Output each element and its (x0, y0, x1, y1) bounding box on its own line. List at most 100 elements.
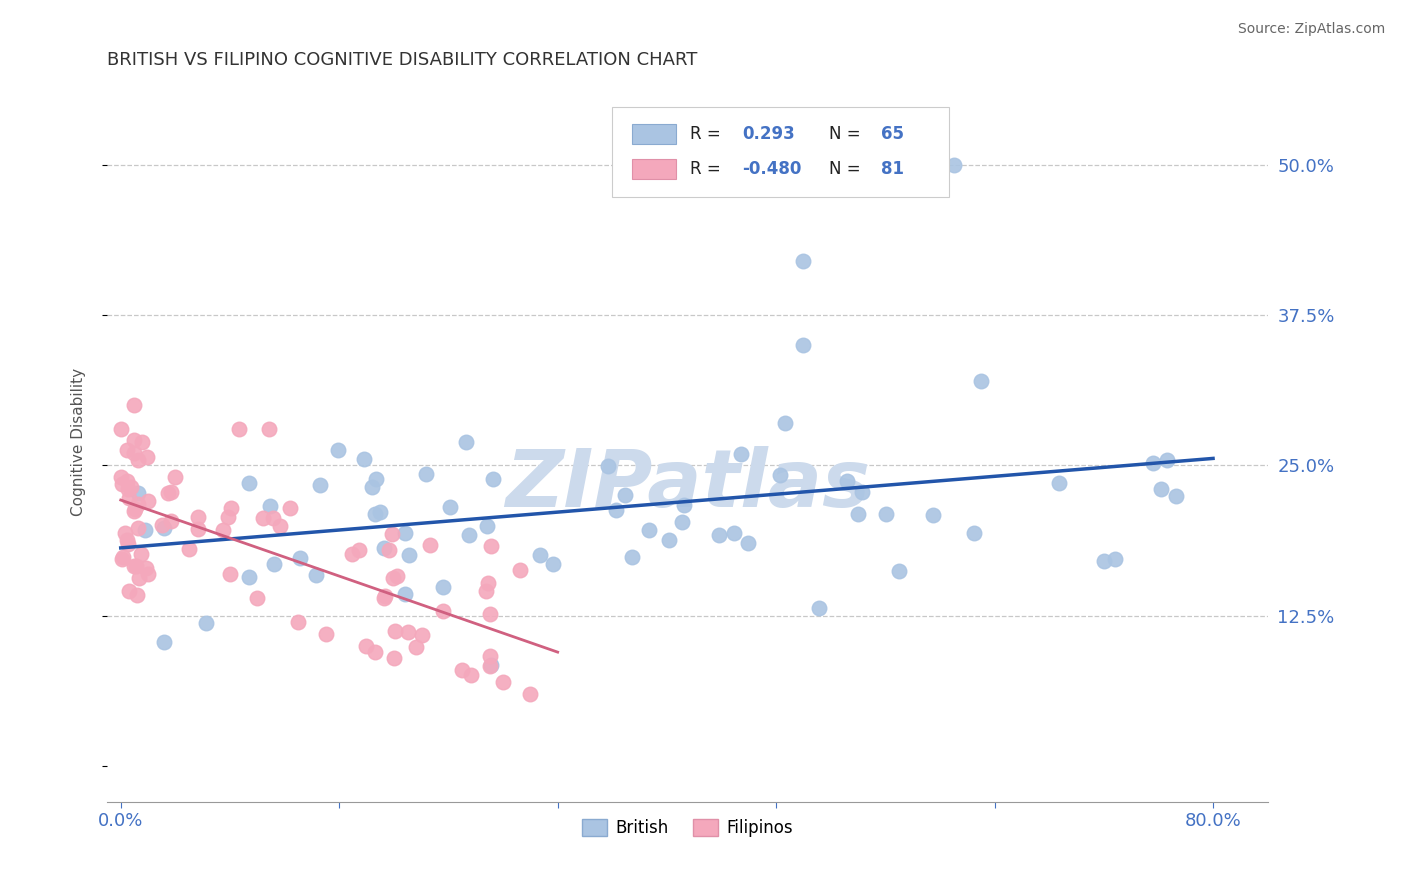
Text: N =: N = (830, 125, 860, 143)
Point (127, 485, 149, 500)
Point (411, 628, 433, 642)
Point (478, 607, 501, 622)
Point (153, 521, 176, 535)
Point (112, 549, 135, 564)
Point (768, 468, 790, 483)
Point (110, 470, 132, 484)
Point (723, 526, 745, 541)
Point (136, 494, 159, 508)
Point (110, 422, 132, 436)
Point (135, 561, 157, 575)
FancyBboxPatch shape (612, 106, 949, 196)
Text: N =: N = (830, 161, 860, 178)
Point (187, 510, 209, 524)
Text: 81: 81 (882, 161, 904, 178)
Point (730, 446, 752, 460)
Point (432, 604, 454, 618)
Point (120, 480, 142, 494)
Point (457, 528, 479, 542)
Point (396, 625, 419, 640)
Point (398, 548, 420, 562)
Point (117, 482, 139, 496)
Point (328, 442, 350, 457)
Point (374, 589, 396, 603)
Point (889, 564, 911, 578)
Point (257, 422, 280, 436)
Point (477, 576, 499, 591)
Point (481, 472, 503, 486)
Text: BRITISH VS FILIPINO COGNITIVE DISABILITY CORRELATION CHART: BRITISH VS FILIPINO COGNITIVE DISABILITY… (107, 51, 697, 69)
Point (481, 657, 503, 672)
Point (1156, 453, 1178, 467)
Point (970, 375, 993, 389)
Point (477, 518, 499, 533)
Point (922, 508, 945, 522)
Point (124, 501, 146, 516)
Point (117, 491, 139, 506)
Point (846, 507, 869, 521)
Point (228, 422, 250, 436)
Point (187, 522, 209, 536)
Point (620, 550, 643, 565)
Point (1166, 490, 1188, 504)
Text: 0.293: 0.293 (742, 125, 794, 143)
Point (127, 588, 149, 602)
Point (529, 548, 551, 562)
Point (363, 645, 385, 659)
Point (1142, 456, 1164, 470)
Point (474, 583, 496, 598)
Point (373, 591, 395, 605)
Point (1092, 554, 1115, 568)
Point (875, 507, 897, 521)
Point (156, 486, 179, 500)
Point (384, 624, 406, 638)
Point (478, 659, 501, 673)
Point (194, 616, 217, 631)
Text: Source: ZipAtlas.com: Source: ZipAtlas.com (1237, 22, 1385, 37)
Point (177, 542, 200, 557)
Text: R =: R = (690, 161, 720, 178)
Point (394, 526, 416, 541)
Point (124, 559, 146, 574)
Point (127, 521, 149, 535)
Text: ZIPatlas: ZIPatlas (505, 446, 870, 524)
Point (672, 498, 695, 512)
Point (479, 539, 502, 553)
Point (439, 500, 461, 514)
Point (263, 557, 285, 571)
Point (394, 587, 416, 601)
Point (124, 399, 146, 413)
Point (451, 663, 474, 677)
Point (808, 600, 831, 615)
Point (596, 458, 619, 473)
Point (851, 485, 873, 500)
Point (361, 480, 384, 494)
Point (118, 583, 141, 598)
Point (792, 254, 814, 268)
Point (150, 518, 173, 533)
Point (124, 504, 146, 518)
Point (219, 501, 242, 516)
Point (238, 570, 260, 584)
Point (671, 515, 693, 529)
Point (128, 571, 150, 585)
Point (287, 615, 309, 629)
Point (454, 435, 477, 450)
Text: -0.480: -0.480 (742, 161, 801, 178)
Point (246, 591, 269, 605)
Point (658, 533, 681, 547)
Point (153, 634, 176, 648)
Point (1049, 476, 1071, 491)
Point (405, 640, 427, 655)
Text: R =: R = (690, 125, 720, 143)
Point (364, 472, 387, 486)
Point (707, 528, 730, 542)
Point (775, 416, 797, 430)
FancyBboxPatch shape (631, 124, 676, 144)
Point (479, 648, 502, 663)
Point (364, 507, 387, 521)
Point (117, 475, 139, 489)
Point (136, 567, 159, 582)
Point (315, 626, 337, 640)
Point (382, 650, 405, 665)
